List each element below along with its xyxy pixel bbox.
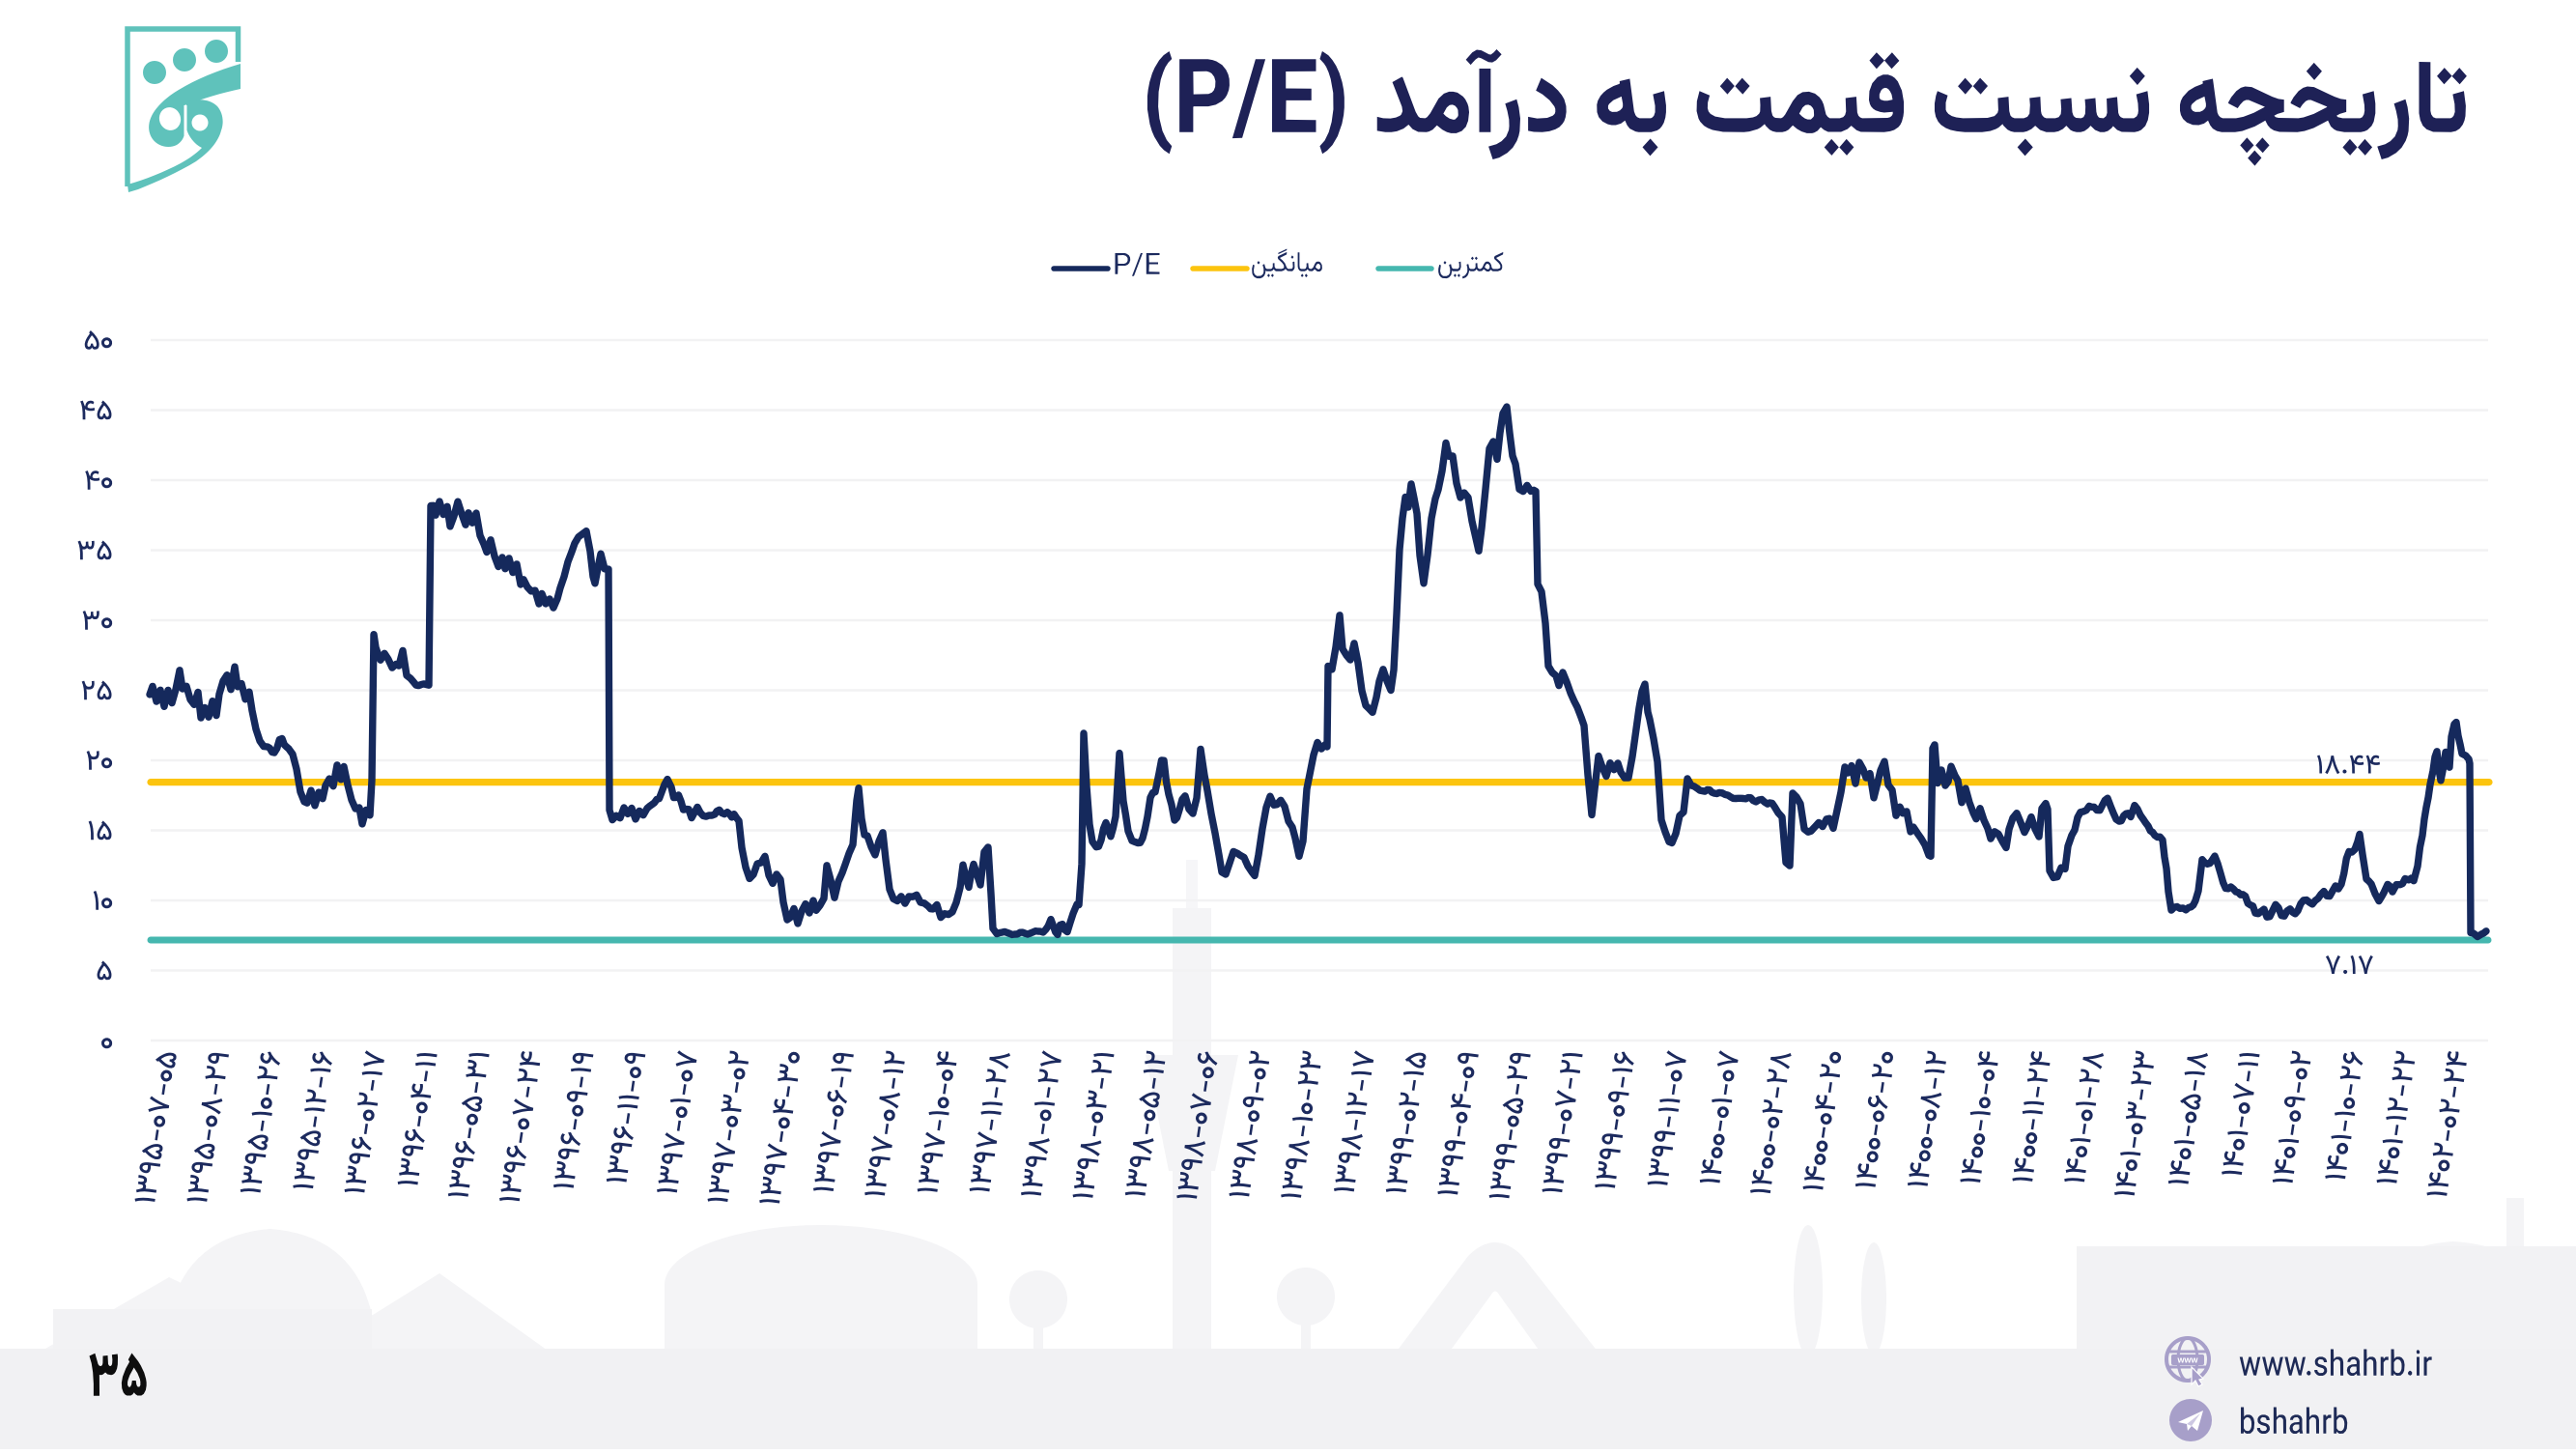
svg-text:www: www [2176, 1355, 2198, 1365]
